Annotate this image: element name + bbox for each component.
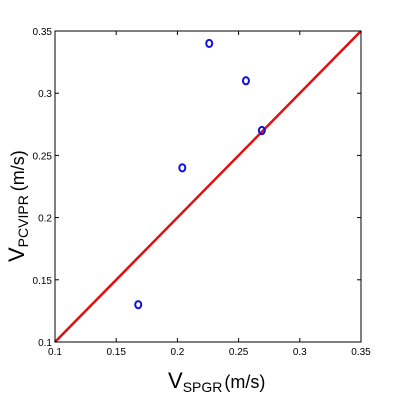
x-tick-label: 0.25: [229, 347, 249, 358]
y-axis-title-unit: (m/s): [8, 150, 28, 191]
y-axis-title-sub: PCVIPR: [15, 195, 31, 247]
data-point: [178, 163, 187, 173]
data-points: [134, 38, 266, 310]
y-tick-label: 0.3: [38, 89, 52, 100]
y-tick-label: 0.2: [38, 214, 52, 225]
identity-line: [54, 30, 362, 343]
y-axis-title-main: V: [4, 247, 29, 262]
y-tick-label: 0.15: [33, 276, 53, 287]
x-tick-label: 0.2: [170, 347, 184, 358]
x-axis-title-main: V: [168, 368, 183, 393]
x-tick-label: 0.3: [293, 347, 307, 358]
y-tick-label: 0.1: [38, 338, 52, 349]
x-axis-ticks: 0.1 0.15 0.2 0.25 0.3 0.35: [48, 31, 371, 358]
y-axis-ticks: 0.1 0.15 0.2 0.25 0.3 0.35: [33, 27, 361, 349]
data-point: [134, 300, 143, 310]
x-axis-title-unit: (m/s): [224, 372, 265, 392]
data-point: [257, 125, 266, 136]
x-tick-label: 0.35: [351, 347, 371, 358]
data-point: [241, 76, 250, 86]
x-axis-title: VSPGR (m/s): [168, 368, 265, 395]
data-point: [205, 38, 214, 49]
y-tick-label: 0.25: [33, 151, 53, 162]
y-axis-title: VPCVIPR (m/s): [4, 150, 31, 262]
y-tick-label: 0.35: [33, 27, 53, 38]
x-tick-label: 0.1: [48, 347, 62, 358]
x-axis-title-sub: SPGR: [183, 379, 223, 395]
x-tick-label: 0.15: [106, 347, 126, 358]
